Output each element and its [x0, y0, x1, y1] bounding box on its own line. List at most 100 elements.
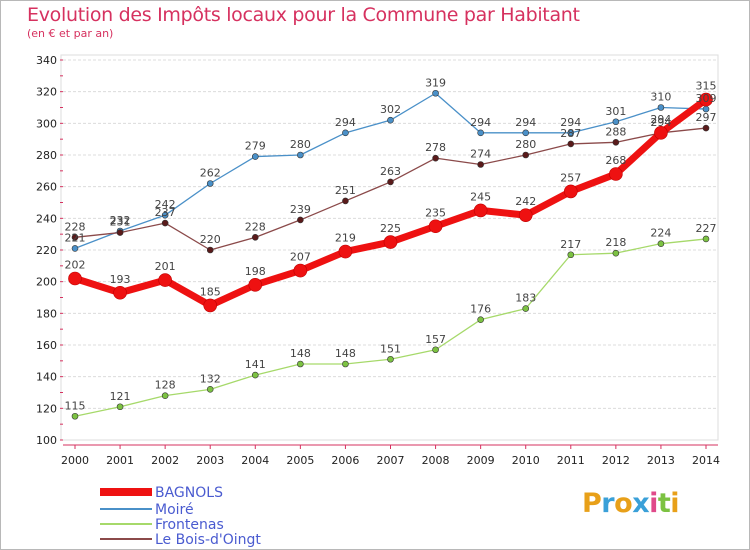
- data-point: [251, 371, 259, 379]
- data-point: [702, 124, 710, 132]
- data-point: [522, 129, 530, 137]
- data-label: 310: [650, 91, 671, 104]
- data-label: 151: [380, 342, 401, 355]
- data-point: [293, 263, 308, 278]
- data-point: [432, 346, 439, 354]
- data-label: 185: [200, 285, 221, 298]
- data-label: 294: [560, 116, 581, 129]
- data-label: 294: [650, 116, 671, 129]
- data-label: 301: [605, 105, 626, 118]
- data-point: [518, 208, 533, 222]
- data-point: [203, 298, 218, 313]
- x-tick-label: 2013: [647, 454, 675, 467]
- data-label: 228: [245, 220, 266, 233]
- data-point: [612, 139, 620, 146]
- data-label: 220: [200, 233, 221, 246]
- x-tick-label: 2009: [467, 454, 495, 467]
- data-point: [206, 246, 214, 254]
- data-label: 225: [380, 222, 401, 235]
- y-tick-label: 240: [36, 212, 57, 225]
- chart-title: Evolution des Impôts locaux pour la Comm…: [27, 4, 580, 26]
- data-label: 218: [605, 236, 626, 249]
- data-point: [657, 240, 665, 247]
- data-point: [654, 126, 668, 140]
- data-point: [567, 129, 575, 137]
- data-point: [297, 151, 304, 159]
- data-label: 287: [560, 127, 581, 140]
- data-label: 297: [696, 111, 717, 124]
- data-label: 121: [110, 390, 131, 403]
- data-point: [387, 178, 394, 186]
- data-label: 319: [425, 76, 446, 89]
- series: [68, 89, 713, 420]
- legend-label-moir: Moiré: [155, 502, 194, 518]
- x-tick-label: 2007: [377, 454, 405, 467]
- data-point: [563, 184, 578, 199]
- data-label: 237: [155, 206, 176, 219]
- data-point: [206, 180, 214, 187]
- data-point: [612, 249, 620, 257]
- logo-letter: t: [657, 488, 671, 519]
- data-label: 294: [335, 116, 356, 129]
- data-label: 193: [110, 273, 131, 286]
- data-label: 219: [335, 232, 356, 245]
- y-tick-label: 100: [36, 434, 57, 447]
- data-point: [699, 92, 713, 107]
- data-label: 128: [155, 379, 176, 392]
- data-point: [116, 229, 124, 236]
- data-point: [609, 167, 623, 181]
- data-label: 263: [380, 165, 401, 178]
- data-point: [702, 235, 710, 243]
- data-point: [612, 118, 620, 126]
- legend-label-bagnols: BAGNOLS: [155, 485, 223, 501]
- y-tick-label: 200: [36, 276, 57, 289]
- data-label: 132: [200, 372, 221, 385]
- data-label: 315: [696, 80, 717, 93]
- data-point: [477, 161, 484, 168]
- logo-letter: o: [614, 488, 633, 519]
- data-label: 115: [65, 399, 86, 412]
- y-tick-label: 220: [36, 244, 57, 257]
- data-label: 235: [425, 206, 446, 219]
- data-label: 262: [200, 167, 221, 180]
- data-label: 176: [470, 303, 491, 316]
- axes: 100 120 140 160 180 200 220 240 260 280 300 320 340 2…: [36, 54, 720, 467]
- data-point: [248, 278, 263, 292]
- data-label: 294: [515, 116, 536, 129]
- y-tick-label: 160: [36, 339, 57, 352]
- data-point: [342, 129, 349, 137]
- data-label: 288: [605, 125, 626, 138]
- x-tick-label: 2011: [557, 454, 585, 467]
- data-label: 242: [515, 195, 536, 208]
- data-point: [297, 216, 304, 224]
- data-point: [251, 153, 259, 160]
- data-label: 221: [65, 231, 86, 244]
- data-label: 198: [245, 265, 266, 278]
- data-point: [161, 211, 169, 219]
- x-tick-label: 2014: [692, 454, 720, 467]
- data-point: [116, 403, 124, 411]
- data-label: 148: [335, 347, 356, 360]
- y-tick-label: 180: [36, 307, 57, 320]
- data-point: [68, 271, 82, 286]
- data-label: 280: [515, 138, 536, 151]
- data-label: 232: [110, 214, 131, 227]
- data-label: 302: [380, 103, 401, 116]
- data-point: [161, 392, 169, 399]
- data-label: 239: [290, 203, 311, 216]
- chart-subtitle: (en € et par an): [27, 27, 114, 40]
- data-label: 231: [110, 216, 131, 229]
- data-label: 217: [560, 238, 581, 251]
- data-point: [71, 245, 79, 252]
- data-label: 280: [290, 138, 311, 151]
- data-label: 224: [650, 227, 671, 240]
- data-point: [387, 116, 394, 124]
- series-frontenas: [71, 235, 710, 420]
- x-tick-label: 2001: [106, 454, 134, 467]
- x-tick-label: 2005: [286, 454, 314, 467]
- y-tick-label: 120: [36, 402, 57, 415]
- x-tick-label: 2003: [196, 454, 224, 467]
- data-point: [477, 129, 484, 137]
- data-point: [251, 234, 259, 241]
